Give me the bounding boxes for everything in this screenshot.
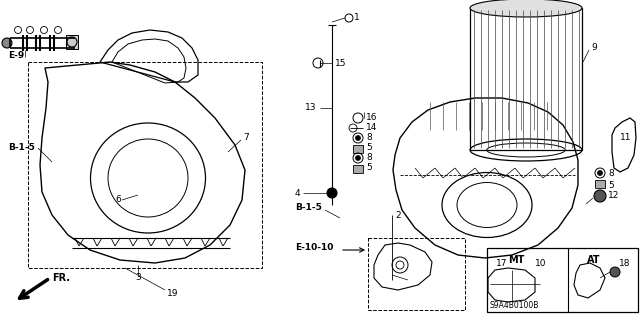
Text: 5: 5 [366, 144, 372, 152]
Text: 15: 15 [335, 58, 346, 68]
Text: E-9: E-9 [8, 50, 24, 60]
Text: 8: 8 [366, 133, 372, 143]
Text: 5: 5 [366, 164, 372, 173]
Text: 10: 10 [535, 258, 547, 268]
Text: B-1-5: B-1-5 [8, 144, 35, 152]
Text: 8: 8 [608, 168, 614, 177]
Text: 18: 18 [619, 258, 630, 268]
Text: FR.: FR. [52, 273, 70, 283]
Circle shape [2, 38, 12, 48]
Text: 5: 5 [608, 181, 614, 189]
Text: 16: 16 [366, 114, 378, 122]
Text: MT: MT [508, 255, 524, 265]
Circle shape [594, 190, 606, 202]
Bar [353, 145, 363, 153]
Text: 9: 9 [591, 43, 596, 53]
Circle shape [610, 267, 620, 277]
Text: 13: 13 [305, 103, 317, 113]
Text: 11: 11 [620, 133, 632, 143]
Text: 12: 12 [608, 191, 620, 201]
Ellipse shape [470, 0, 582, 17]
Circle shape [327, 188, 337, 198]
Text: 14: 14 [366, 123, 378, 132]
Text: 19: 19 [167, 288, 179, 298]
Text: 3: 3 [135, 273, 141, 283]
Circle shape [598, 170, 602, 175]
Text: 8: 8 [366, 153, 372, 162]
Text: AT: AT [588, 255, 601, 265]
Text: B-1-5: B-1-5 [295, 204, 322, 212]
Bar [66, 35, 78, 49]
Text: 6: 6 [115, 196, 121, 204]
Bar [353, 165, 363, 173]
Text: E-10-10: E-10-10 [295, 243, 333, 253]
Text: 7: 7 [243, 133, 249, 143]
Text: 4: 4 [295, 189, 301, 197]
Circle shape [355, 155, 360, 160]
Text: S9A4B0100B: S9A4B0100B [490, 300, 540, 309]
Circle shape [355, 136, 360, 140]
Bar [470, 8, 582, 150]
Text: 17: 17 [496, 258, 508, 268]
Text: 1: 1 [354, 13, 360, 23]
Text: 2: 2 [395, 211, 401, 219]
Bar [595, 180, 605, 188]
